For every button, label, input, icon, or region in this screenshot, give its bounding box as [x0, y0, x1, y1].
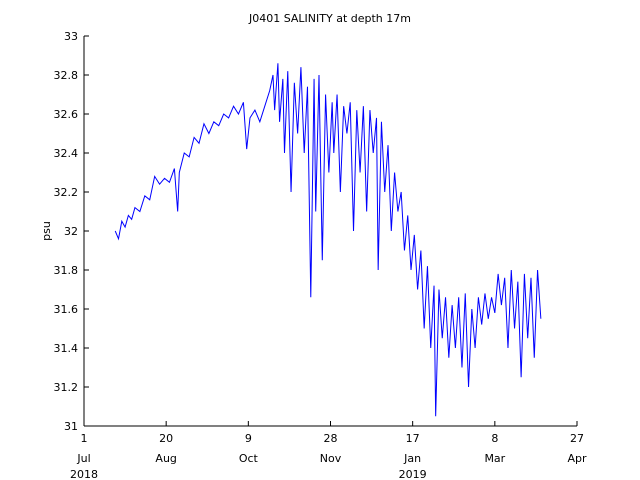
chart-title: J0401 SALINITY at depth 17m: [248, 12, 411, 25]
x-tick-label: 9: [245, 432, 252, 445]
x-tick-label: 17: [406, 432, 420, 445]
x-tick-month: Jan: [403, 452, 421, 465]
y-tick-label: 32.2: [54, 186, 79, 199]
x-tick-year: 2019: [399, 468, 427, 480]
x-tick-month: Mar: [484, 452, 505, 465]
x-tick-month: Nov: [320, 452, 342, 465]
y-tick-label: 32: [64, 225, 78, 238]
x-tick-label: 20: [159, 432, 173, 445]
x-tick-month: Apr: [567, 452, 587, 465]
y-tick-label: 33: [64, 30, 78, 43]
x-tick-label: 27: [570, 432, 584, 445]
y-tick-label: 31.8: [54, 264, 79, 277]
y-tick-label: 31.6: [54, 303, 79, 316]
y-tick-label: 32.4: [54, 147, 79, 160]
y-tick-label: 31.4: [54, 342, 79, 355]
x-tick-month: Jul: [76, 452, 90, 465]
x-tick-month: Aug: [155, 452, 176, 465]
y-tick-label: 31.2: [54, 381, 79, 394]
data-line: [114, 63, 542, 417]
y-tick-label: 32.8: [54, 69, 79, 82]
x-tick-label: 8: [491, 432, 498, 445]
x-tick-year: 2018: [70, 468, 98, 480]
x-tick-month: Oct: [239, 452, 259, 465]
y-axis-label: psu: [40, 221, 53, 241]
y-tick-label: 31: [64, 420, 78, 433]
x-tick-label: 28: [324, 432, 338, 445]
x-tick-label: 1: [81, 432, 88, 445]
y-tick-label: 32.6: [54, 108, 79, 121]
